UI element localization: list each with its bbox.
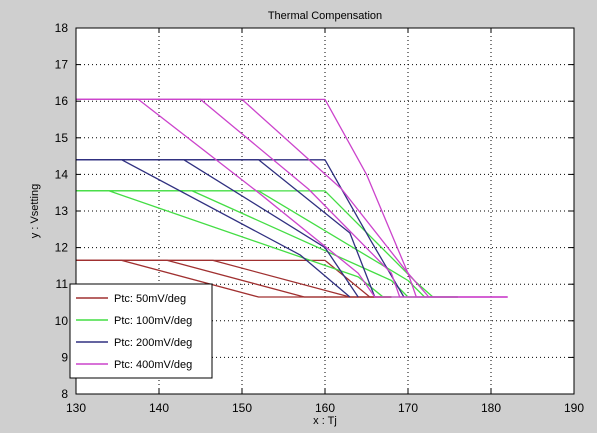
series-lines — [76, 98, 508, 298]
x-tick-label: 130 — [66, 401, 86, 415]
y-tick-label: 11 — [56, 277, 69, 291]
y-tick-label: 8 — [61, 387, 68, 401]
series-line — [76, 98, 508, 298]
chart-title: Thermal Compensation — [268, 10, 382, 22]
y-tick-label: 15 — [55, 131, 69, 145]
y-tick-label: 12 — [55, 241, 69, 255]
y-tick-label: 17 — [55, 58, 69, 72]
y-ticks: 8 9 10 11 12 13 14 15 16 17 18 — [55, 21, 574, 401]
y-tick-label: 9 — [61, 350, 68, 364]
x-tick-label: 160 — [315, 401, 335, 415]
legend-label: Ptc: 400mV/deg — [114, 359, 192, 371]
y-tick-label: 16 — [55, 94, 69, 108]
legend: Ptc: 50mV/deg Ptc: 100mV/deg Ptc: 200mV/de… — [69, 283, 213, 379]
y-axis-label: y : Vsetting — [29, 184, 41, 238]
y-tick-label: 10 — [55, 314, 69, 328]
x-tick-label: 180 — [481, 401, 501, 415]
y-tick-label: 14 — [55, 167, 69, 181]
x-tick-label: 140 — [149, 401, 169, 415]
legend-label: Ptc: 200mV/deg — [114, 337, 192, 349]
series-4 — [76, 98, 508, 298]
y-tick-label: 13 — [55, 204, 69, 218]
legend-box — [69, 283, 213, 379]
x-tick-label: 150 — [232, 401, 252, 415]
grid-lines — [76, 28, 574, 394]
x-tick-label: 170 — [398, 401, 418, 415]
series-line — [76, 259, 392, 298]
x-tick-label: 190 — [564, 401, 584, 415]
y-tick-label: 18 — [55, 21, 69, 35]
legend-label: Ptc: 100mV/deg — [114, 315, 192, 327]
legend-label: Ptc: 50mV/deg — [114, 293, 186, 305]
x-axis-label: x : Tj — [313, 415, 337, 427]
x-ticks: 130 140 150 160 170 180 190 — [66, 28, 584, 415]
series-line — [76, 159, 376, 298]
